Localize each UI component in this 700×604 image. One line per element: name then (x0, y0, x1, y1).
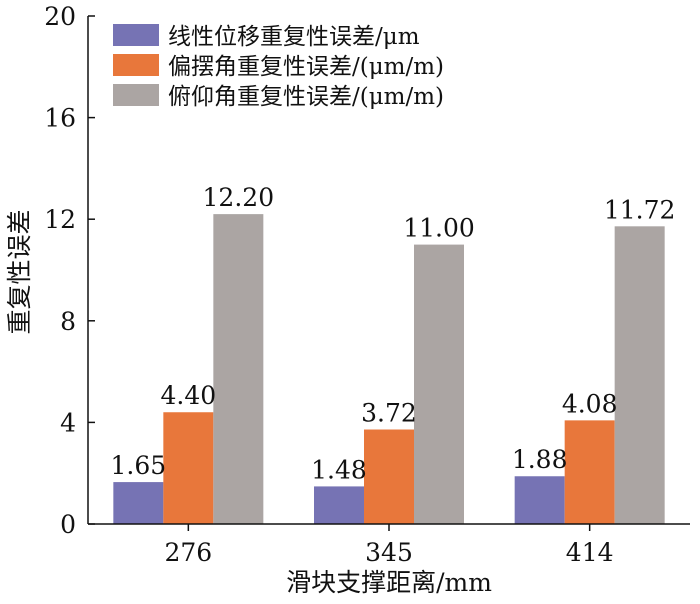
bar-series-3-414 (614, 226, 665, 524)
x-tick-label: 345 (365, 538, 413, 567)
y-tick-label: 12 (44, 205, 76, 234)
legend-swatch-series-2 (113, 54, 159, 76)
bar-series-3-345 (414, 244, 464, 524)
data-label-series-2-276: 4.40 (160, 381, 216, 410)
y-tick-label: 20 (44, 2, 76, 31)
x-axis-title: 滑块支撑距离/mm (286, 568, 492, 597)
data-label-series-1-345: 1.48 (311, 455, 367, 484)
bar-series-2-345 (364, 429, 414, 524)
bar-series-2-414 (564, 420, 615, 524)
legend: 线性位移重复性误差/μm 偏摆角重复性误差/(μm/m) 俯仰角重复性误差/(μm/… (113, 24, 444, 110)
legend-label-series-2: 偏摆角重复性误差/(μm/m) (168, 54, 444, 80)
y-axis-title: 重复性误差 (5, 209, 34, 334)
data-label-series-2-345: 3.72 (361, 399, 417, 428)
legend-label-series-1: 线性位移重复性误差/μm (168, 24, 420, 50)
bar-series-1-276 (113, 482, 164, 524)
bar-series-3-276 (213, 214, 264, 524)
data-label-series-1-276: 1.65 (110, 451, 166, 480)
data-label-series-2-414: 4.08 (562, 389, 618, 418)
legend-swatch-series-1 (113, 24, 159, 46)
y-tick-label: 8 (60, 307, 76, 336)
data-label-series-3-276: 12.20 (203, 183, 275, 212)
bars-layer (113, 214, 665, 524)
y-tick-label: 0 (60, 510, 76, 539)
y-tick-label: 4 (60, 408, 76, 437)
data-label-series-3-345: 11.00 (403, 214, 475, 243)
x-tick-label: 276 (164, 538, 212, 567)
bar-series-1-345 (314, 486, 364, 524)
data-label-series-3-414: 11.72 (604, 195, 676, 224)
legend-swatch-series-3 (113, 84, 159, 106)
data-label-series-1-414: 1.88 (512, 445, 568, 474)
legend-label-series-3: 俯仰角重复性误差/(μm/m) (168, 84, 444, 110)
bar-series-1-414 (514, 476, 565, 524)
bar-series-2-276 (163, 412, 214, 524)
ticks-layer: 0 4 8 12 16 20 276 345 414 (44, 2, 613, 567)
value-labels-layer: 1.65 4.40 12.20 1.48 3.72 11.00 1.88 4.08 11.72 (110, 183, 675, 484)
x-tick-label: 414 (566, 538, 614, 567)
y-tick-label: 16 (44, 104, 76, 133)
